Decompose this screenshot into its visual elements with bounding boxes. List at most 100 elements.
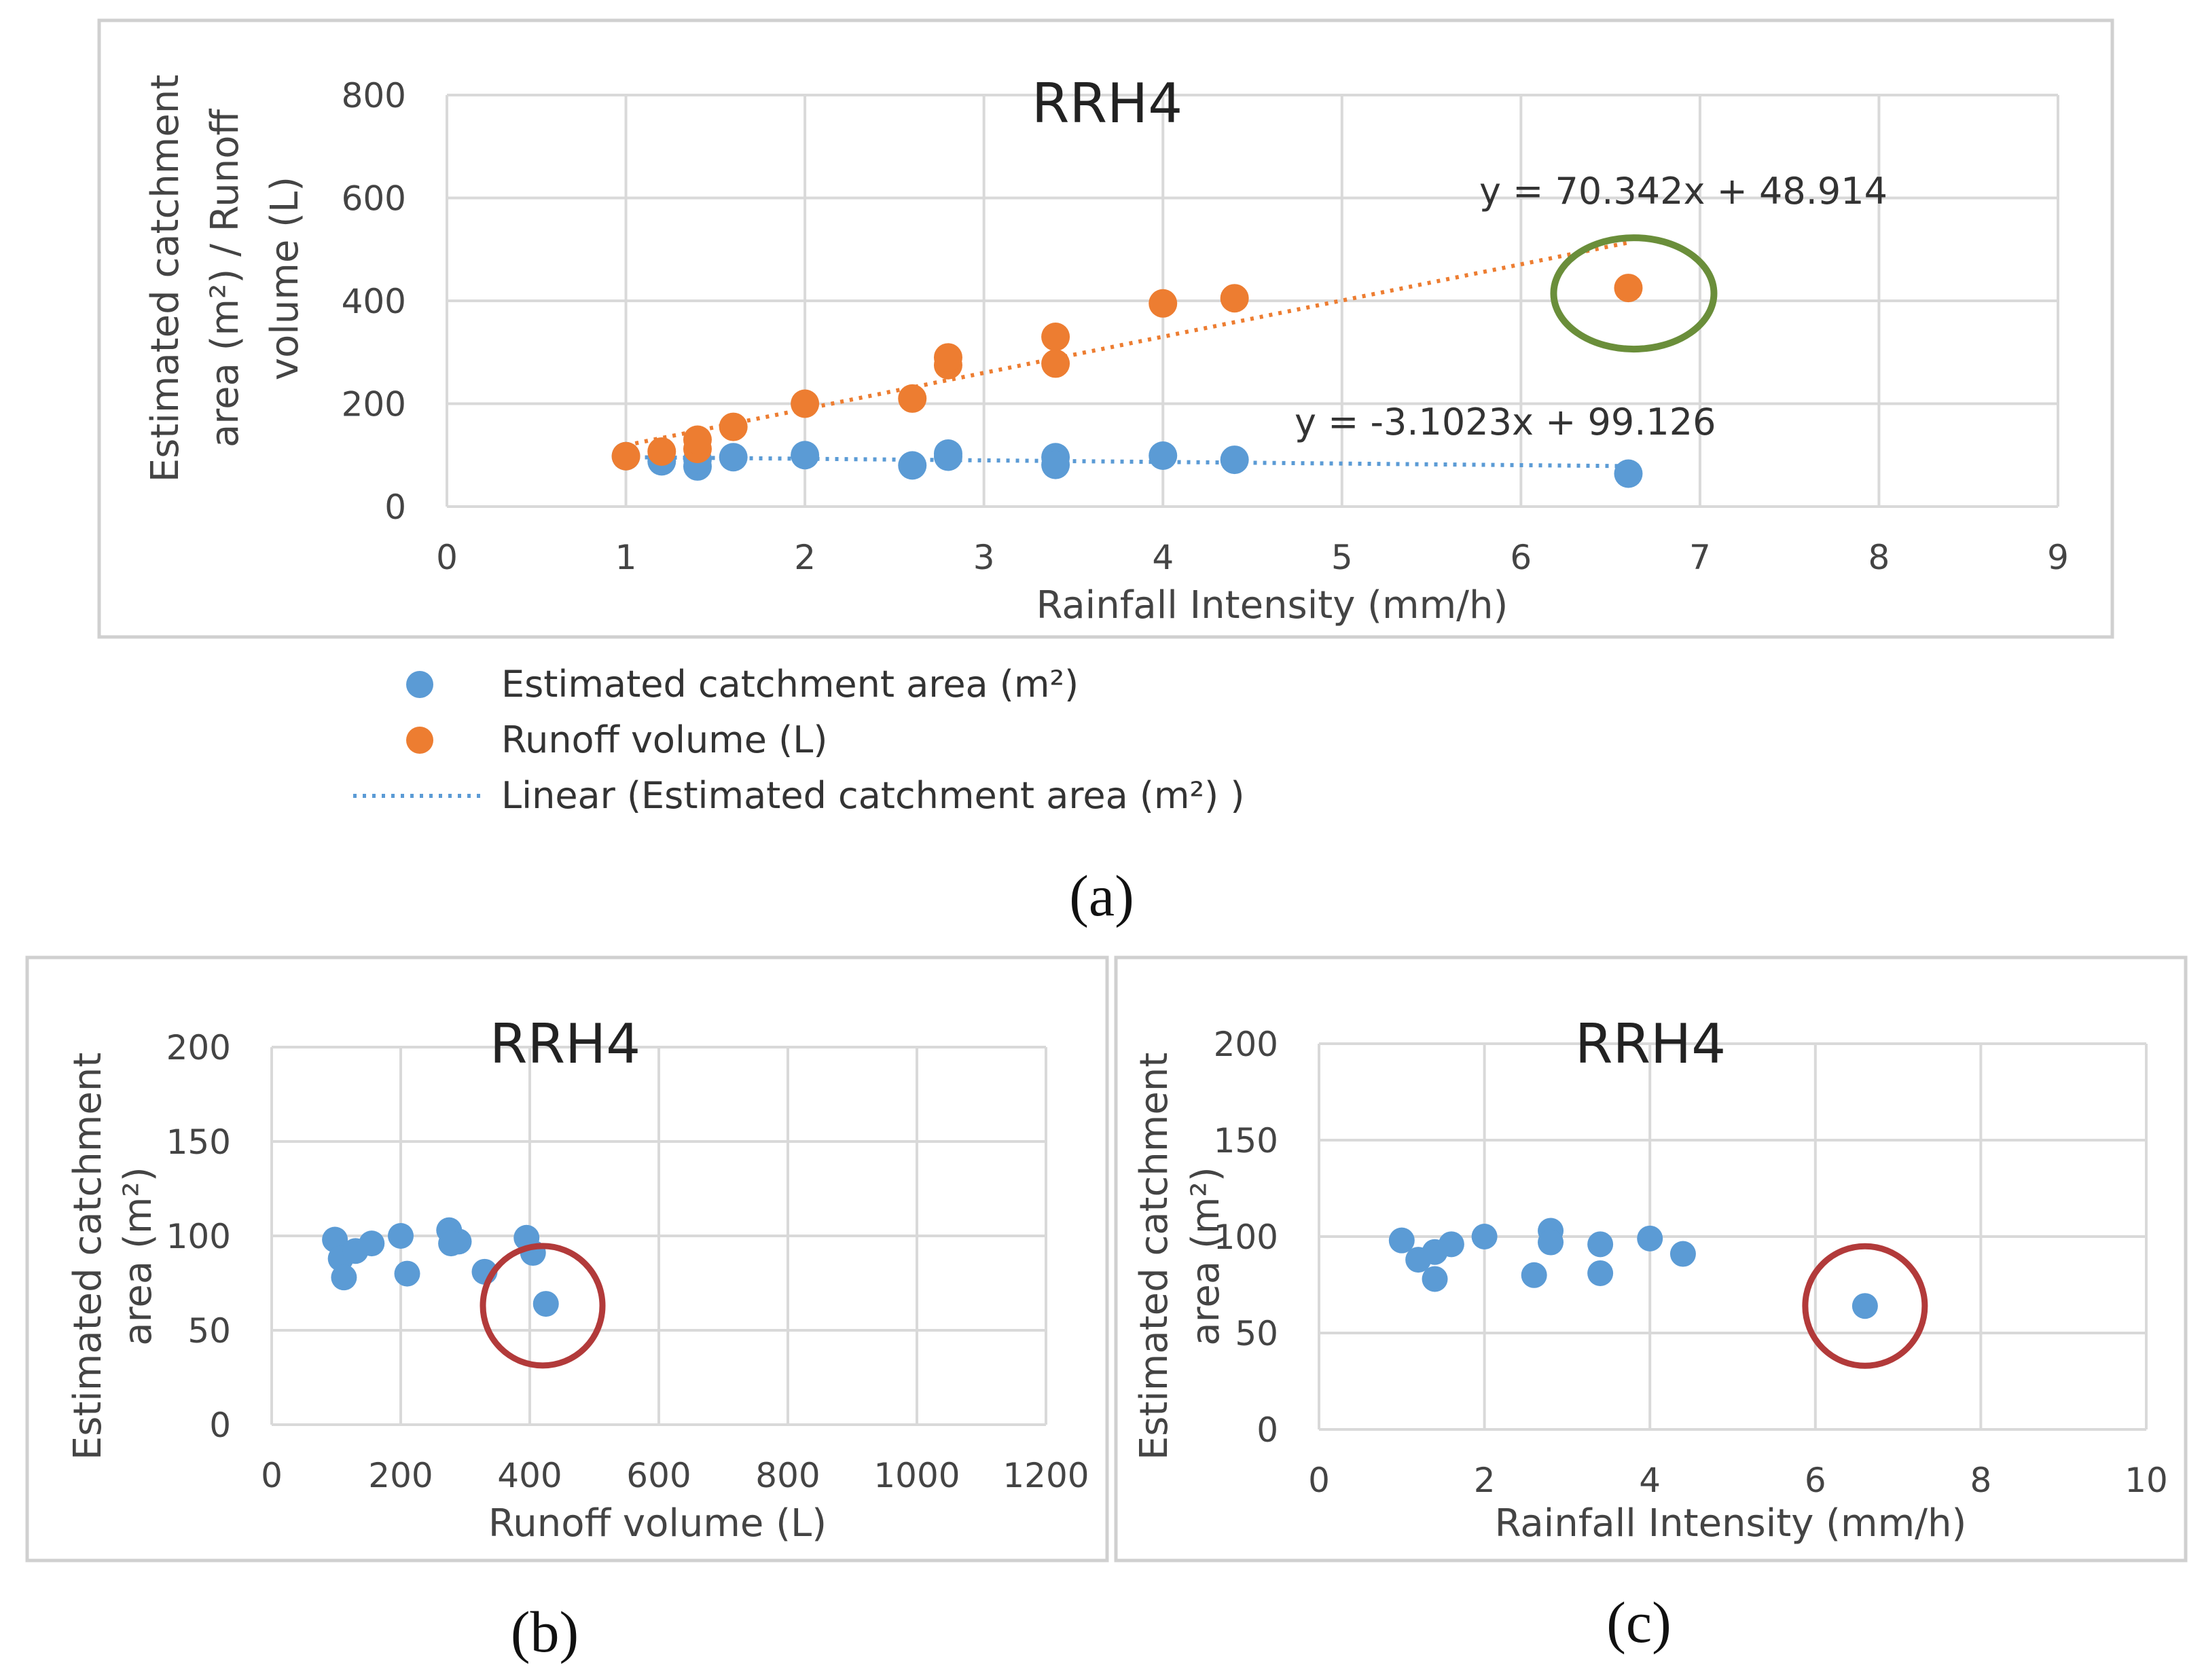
chart-c-y-tick-3: 150 (1214, 1121, 1278, 1161)
chart-b-y-tick-4: 200 (166, 1028, 231, 1067)
legend-trend-label: Linear (Estimated catchment area (m²) ) (501, 774, 1244, 817)
chart-a-series-1-point-8 (933, 343, 962, 372)
chart-b-y-tick-3: 150 (166, 1122, 231, 1162)
legend-area-label: Estimated catchment area (m²) (501, 663, 1079, 706)
chart-a-grid (446, 94, 2059, 508)
chart-a-series-1-point-13 (1614, 274, 1643, 303)
chart-c-x-tick-4: 8 (1970, 1461, 1991, 1500)
chart-a-series-1-point-0 (611, 441, 640, 471)
chart-a-x-ticks: 0 1 2 3 4 5 6 7 8 9 (436, 538, 2069, 577)
chart-c-ylabel-line2: area (m²) (1184, 1167, 1228, 1345)
chart-a-y-tick-3: 600 (342, 179, 406, 219)
caption-c: (c) (1606, 1590, 1671, 1655)
chart-c-x-tick-2: 4 (1639, 1461, 1661, 1500)
chart-c-points (1388, 1218, 1878, 1319)
chart-a-x-tick-1: 1 (615, 538, 637, 577)
legend-runoff-marker (406, 727, 433, 754)
chart-b-x-tick-6: 1200 (1002, 1456, 1089, 1495)
chart-c-series-0-point-11 (1637, 1225, 1663, 1252)
chart-c-x-tick-1: 2 (1474, 1461, 1496, 1500)
chart-b-y-tick-2: 100 (166, 1217, 231, 1256)
chart-a-y-tick-1: 200 (342, 385, 406, 424)
chart-b-series-0-point-5 (388, 1223, 414, 1249)
chart-a-title: RRH4 (1032, 72, 1182, 135)
chart-a-series-1-point-3 (683, 425, 712, 454)
chart-c-series-0-point-4 (1438, 1231, 1464, 1258)
chart-b-points (322, 1217, 559, 1317)
chart-a-x-tick-8: 8 (1868, 538, 1890, 577)
chart-c-series-0-point-9 (1587, 1231, 1614, 1258)
chart-c-x-tick-5: 10 (2125, 1461, 2168, 1500)
chart-a-equation-area: y = -3.1023x + 99.126 (1295, 401, 1716, 443)
chart-a-series-1-point-1 (647, 437, 676, 466)
caption-a: (a) (1069, 863, 1134, 928)
chart-a-x-tick-6: 6 (1510, 538, 1532, 577)
chart-a-series-1-point-5 (791, 389, 820, 418)
chart-b-xlabel: Runoff volume (L) (488, 1501, 827, 1546)
chart-a-xlabel: Rainfall Intensity (mm/h) (1036, 583, 1509, 627)
chart-a-series-1-point-11 (1149, 289, 1178, 318)
chart-a-series-1-point-12 (1220, 284, 1249, 313)
chart-a-y-tick-4: 800 (342, 76, 406, 115)
chart-c-x-ticks: 0 2 4 6 8 10 (1308, 1461, 2168, 1500)
chart-a-series-0-point-10 (1041, 450, 1070, 479)
chart-a-series-1-point-6 (898, 384, 927, 413)
chart-a-series-1-point-9 (1041, 349, 1070, 378)
chart-b-x-tick-4: 800 (755, 1456, 820, 1495)
chart-a-frame (97, 18, 2114, 639)
chart-a-x-tick-2: 2 (794, 538, 816, 577)
chart-c-series-0-point-10 (1587, 1260, 1614, 1286)
chart-b-x-tick-2: 400 (497, 1456, 562, 1495)
chart-b-ylabel-line1: Estimated catchment (66, 1053, 110, 1461)
caption-b: (b) (511, 1599, 579, 1664)
chart-c-y-tick-2: 100 (1214, 1218, 1278, 1257)
chart-a-ylabel-line2: area (m²) / Runoff (203, 109, 247, 448)
chart-a-x-tick-0: 0 (436, 538, 458, 577)
chart-a-series-0-point-11 (1149, 441, 1178, 471)
chart-c-series-0-point-6 (1521, 1262, 1547, 1288)
chart-b-x-tick-5: 1000 (873, 1456, 960, 1495)
chart-a-series-0-point-5 (791, 441, 820, 470)
chart-a-x-tick-4: 4 (1152, 538, 1174, 577)
chart-b-x-ticks: 0 200 400 600 800 1000 1200 (261, 1456, 1089, 1495)
chart-b-ylabel-line2: area (m²) (116, 1167, 160, 1345)
chart-b-x-tick-0: 0 (261, 1456, 283, 1495)
chart-c-y-tick-0: 0 (1257, 1410, 1278, 1450)
chart-a-series-0-point-6 (898, 451, 927, 480)
chart-c-series-0-point-2 (1422, 1266, 1448, 1292)
chart-a-legend: Estimated catchment area (m²) Runoff vol… (353, 663, 1244, 817)
chart-b-y-tick-0: 0 (209, 1406, 231, 1445)
chart-c-y-tick-1: 50 (1235, 1314, 1278, 1353)
chart-a-y-tick-0: 0 (384, 488, 406, 527)
chart-c-series-0-point-5 (1471, 1224, 1498, 1249)
chart-a-series-0-point-4 (719, 443, 748, 472)
chart-a-ylabel-line1: Estimated catchment (143, 75, 187, 483)
chart-a-series-1-point-10 (1041, 323, 1070, 352)
legend-runoff-label: Runoff volume (L) (501, 718, 827, 761)
chart-b-x-tick-1: 200 (368, 1456, 433, 1495)
chart-b-frame (25, 955, 1109, 1563)
chart-b-series-0-point-9 (438, 1230, 465, 1257)
chart-a-series-0-point-8 (933, 442, 962, 471)
chart-a-x-tick-7: 7 (1689, 538, 1711, 577)
legend-area-marker (406, 671, 433, 698)
chart-a-points (611, 274, 1643, 488)
chart-b-highlight-circle (480, 1243, 606, 1369)
chart-c-y-tick-4: 200 (1214, 1025, 1278, 1064)
chart-b-series-0-point-6 (394, 1260, 420, 1287)
chart-b-series-0-point-13 (532, 1291, 559, 1317)
chart-b-title: RRH4 (490, 1012, 640, 1076)
chart-c-series-0-point-8 (1538, 1229, 1564, 1256)
chart-a-equation-runoff: y = 70.342x + 48.914 (1479, 170, 1887, 213)
chart-a-series-0-point-12 (1220, 445, 1249, 475)
chart-a-highlight-ellipse (1550, 234, 1718, 353)
chart-b-series-0-point-4 (359, 1230, 385, 1257)
chart-a-x-tick-9: 9 (2047, 538, 2069, 577)
chart-a-x-tick-3: 3 (973, 538, 995, 577)
chart-c-title: RRH4 (1575, 1012, 1726, 1076)
chart-c-xlabel: Rainfall Intensity (mm/h) (1495, 1501, 1967, 1546)
chart-a: 0 200 400 600 800 0 1 2 3 4 5 6 7 8 9 RRH4 y = 70.342… (97, 18, 2114, 639)
chart-a-y-tick-2: 400 (342, 282, 406, 321)
